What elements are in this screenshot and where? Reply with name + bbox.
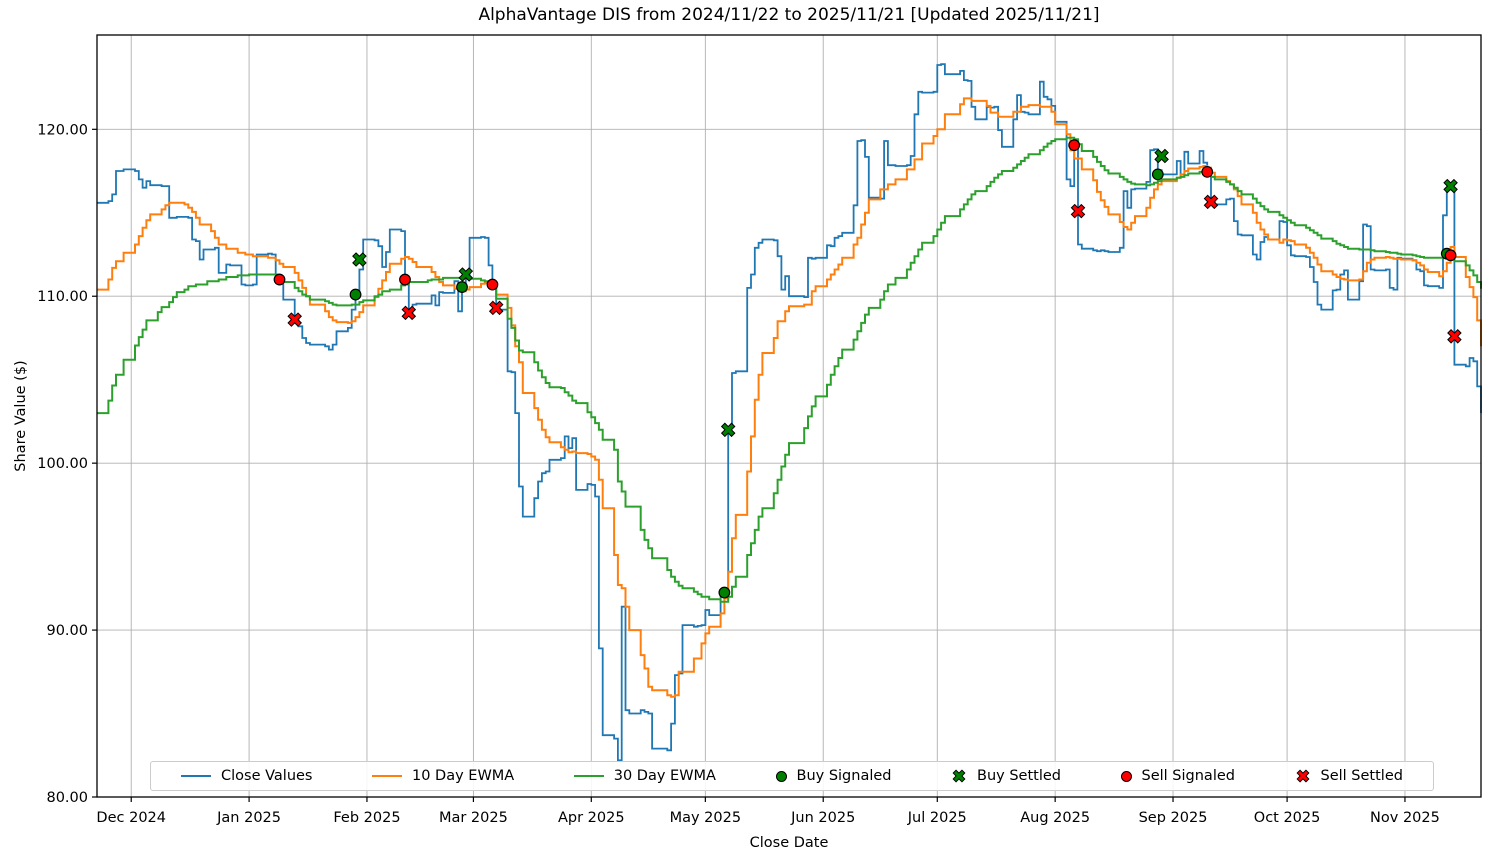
legend-item-10-day-ewma: 10 Day EWMA <box>372 768 514 784</box>
y-tick-label: 90.00 <box>46 623 88 639</box>
legend-item-sell-settled: Sell Settled <box>1295 768 1403 784</box>
axes-frame: 80.00 90.00 100.00 110.00 120.00 Dec 2024 Jan … <box>37 34 1482 826</box>
legend-item-close-values: Close Values <box>181 768 312 784</box>
x-tick-label: Apr 2025 <box>558 810 625 826</box>
x-tick-label: Dec 2024 <box>96 810 166 826</box>
x-tick-label: May 2025 <box>670 810 742 826</box>
chart-title: AlphaVantage DIS from 2024/11/22 to 2025… <box>478 5 1100 25</box>
markers-sell-settled <box>287 194 1462 344</box>
x-tick-label: Sep 2025 <box>1139 810 1208 826</box>
legend-circle-marker-icon <box>775 770 787 782</box>
x-tick-label: Mar 2025 <box>439 810 508 826</box>
legend-item-30-day-ewma: 30 Day EWMA <box>573 768 716 784</box>
legend-line-swatch-icon <box>372 775 402 777</box>
data-series <box>97 63 1482 762</box>
legend-circle-marker-icon <box>1120 770 1132 782</box>
y-tick-label: 100.00 <box>37 456 88 472</box>
legend-item-label: Sell Settled <box>1320 768 1403 784</box>
legend-item-label: Buy Signaled <box>796 768 892 784</box>
markers-buy-signaled <box>349 168 1453 599</box>
y-tick-label: 80.00 <box>46 790 88 806</box>
x-tick-label: Oct 2025 <box>1254 810 1321 826</box>
series-10-day-ewma <box>97 97 1482 698</box>
markers-sell-signaled <box>273 139 1457 291</box>
legend-line-swatch-icon <box>573 775 604 777</box>
legend-x-marker-icon <box>952 769 966 783</box>
x-axis-label: Close Date <box>749 835 829 851</box>
legend-item-label: Buy Settled <box>977 768 1061 784</box>
series-30-day-ewma <box>97 136 1482 603</box>
x-tick-label: Nov 2025 <box>1370 810 1440 826</box>
y-tick-label: 110.00 <box>37 289 88 305</box>
legend-line-swatch-icon <box>181 775 211 777</box>
x-tick-label: Aug 2025 <box>1020 810 1090 826</box>
legend-x-marker-icon <box>1296 769 1309 783</box>
x-tick-label: Jul 2025 <box>907 810 967 826</box>
legend-item-buy-settled: Buy Settled <box>951 768 1061 784</box>
markers-buy-settled <box>352 148 1458 438</box>
legend-item-label: Sell Signaled <box>1141 768 1235 784</box>
x-tick-label: Jan 2025 <box>216 810 281 826</box>
legend-item-label: Close Values <box>221 768 313 784</box>
series-close-values <box>97 63 1482 762</box>
legend: Close Values 10 Day EWMA 30 Day EWMA Buy Si… <box>150 761 1434 791</box>
legend-item-buy-signaled: Buy Signaled <box>775 768 892 784</box>
x-tick-label: Feb 2025 <box>333 810 400 826</box>
x-tick-label: Jun 2025 <box>790 810 855 826</box>
y-tick-label: 120.00 <box>37 122 88 138</box>
signal-markers <box>273 139 1462 599</box>
legend-item-label: 30 Day EWMA <box>613 768 716 784</box>
grid-lines <box>97 35 1481 798</box>
legend-item-sell-signaled: Sell Signaled <box>1120 768 1235 784</box>
legend-item-label: 10 Day EWMA <box>412 768 515 784</box>
